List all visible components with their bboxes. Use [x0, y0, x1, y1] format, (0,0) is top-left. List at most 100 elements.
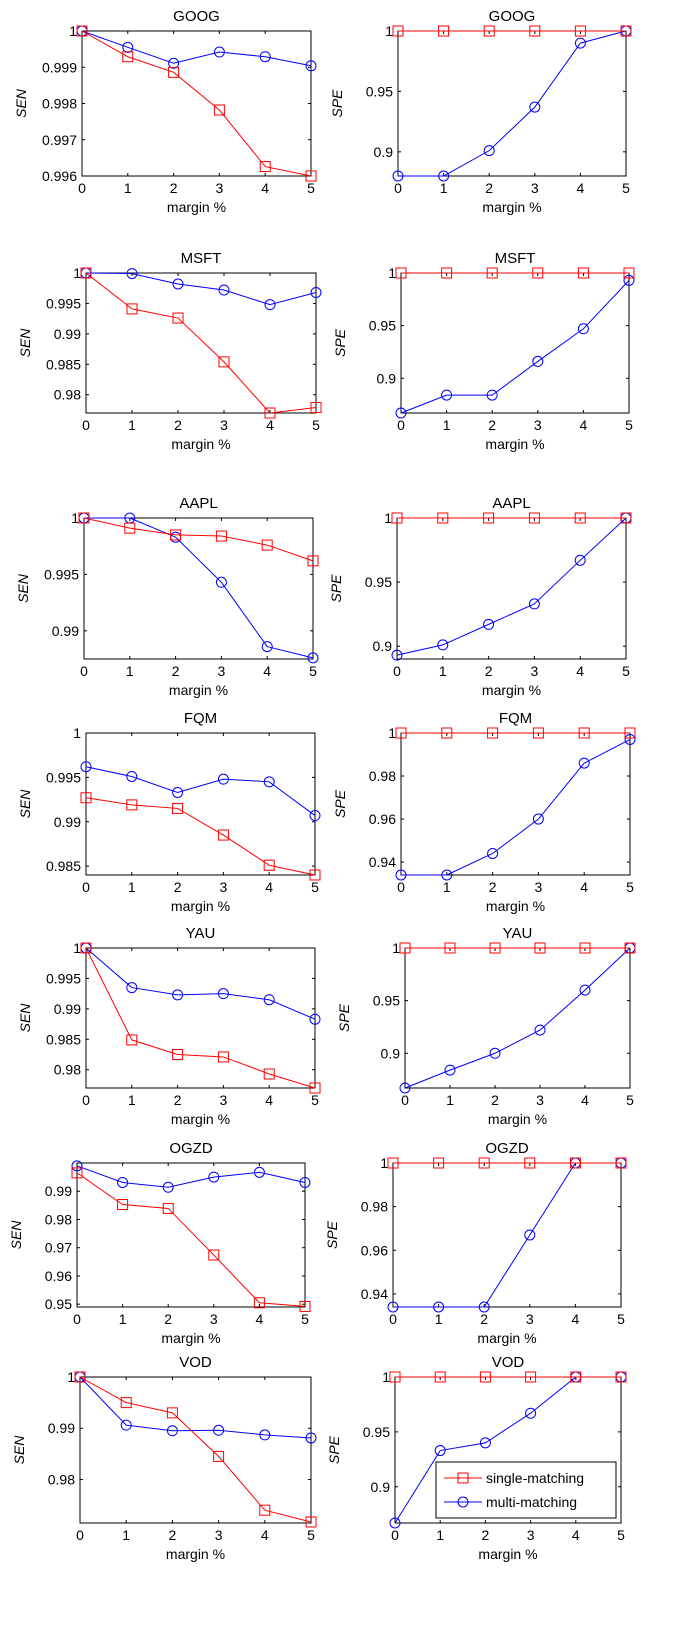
panel-aapl-spe: AAPL SPE margin % 0 1 2 3 4 5 0.9 0.95 1	[328, 495, 632, 698]
series-single-matching	[387, 1157, 627, 1169]
data-point-square	[126, 1034, 138, 1046]
x-tick-label: 3	[531, 180, 539, 196]
panel-title: YAU	[503, 925, 533, 942]
data-point-square	[217, 829, 229, 841]
data-point-circle	[218, 284, 230, 296]
x-tick-label: 4	[261, 180, 269, 196]
x-tick-label: 4	[263, 663, 271, 679]
y-tick-label: 0.999	[42, 59, 77, 75]
panel-vod-spe: VOD SPE margin % 0 1 2 3 4 5 0.9 0.95 1 single-match…	[326, 1354, 627, 1562]
x-tick-label: 3	[526, 1311, 534, 1327]
y-tick-label: 0.98	[54, 387, 81, 403]
data-point-circle	[441, 869, 453, 881]
data-point-square	[524, 1157, 536, 1169]
x-tick-label: 0	[393, 663, 401, 679]
y-axis-label: SEN	[13, 88, 29, 118]
series-line	[85, 947, 316, 1020]
data-point-square	[124, 522, 136, 534]
y-tick-label: 0.94	[369, 854, 396, 870]
data-point-square	[259, 1504, 271, 1516]
series-single-matching	[78, 512, 319, 567]
series-single-matching	[395, 267, 635, 279]
panel-title: YAU	[186, 925, 216, 942]
data-point-circle	[487, 847, 499, 859]
series-multi-matching	[395, 733, 636, 881]
x-tick-label: 4	[266, 417, 274, 433]
data-point-circle	[166, 1425, 178, 1437]
x-tick-label: 2	[488, 417, 496, 433]
x-tick-label: 1	[439, 663, 447, 679]
data-point-circle	[395, 407, 407, 419]
y-tick-label: 1	[69, 23, 77, 39]
y-tick-label: 1	[388, 265, 396, 281]
data-point-square	[217, 1051, 229, 1063]
data-point-square	[615, 1371, 627, 1383]
y-axis-label: SEN	[11, 1435, 27, 1465]
data-point-circle	[524, 1229, 536, 1241]
panel-title: FQM	[184, 710, 217, 727]
data-point-square	[623, 267, 635, 279]
axes-frame	[81, 30, 312, 177]
data-point-circle	[577, 323, 589, 335]
x-tick-label: 0	[76, 1527, 84, 1543]
panel-yau-spe: YAU SPE margin % 0 1 2 3 4 5 0.9 0.95 1	[336, 925, 636, 1127]
data-point-square	[126, 303, 138, 315]
data-point-square	[577, 267, 589, 279]
data-point-circle	[259, 1429, 271, 1441]
axes-frame	[400, 732, 631, 876]
data-point-square	[534, 942, 546, 954]
data-point-square	[215, 530, 227, 542]
data-point-circle	[483, 618, 495, 630]
data-point-square	[574, 512, 586, 524]
series-single-matching	[80, 942, 321, 1094]
axes-frame	[85, 732, 316, 876]
y-tick-label: 0.9	[374, 144, 394, 160]
panel-title: OGZD	[485, 1140, 528, 1157]
data-point-square	[263, 859, 275, 871]
y-tick-label: 0.95	[45, 1296, 72, 1312]
y-axis-label: SPE	[328, 574, 344, 603]
data-point-square	[172, 802, 184, 814]
data-point-square	[299, 1300, 311, 1312]
data-point-circle	[307, 652, 319, 664]
data-point-circle	[172, 278, 184, 290]
x-axis-label: margin %	[482, 199, 541, 215]
y-tick-label: 0.99	[54, 814, 81, 830]
x-tick-label: 3	[218, 663, 226, 679]
y-tick-label: 0.995	[46, 769, 81, 785]
y-tick-label: 0.99	[45, 1183, 72, 1199]
y-tick-label: 0.95	[369, 318, 396, 334]
y-tick-label: 0.95	[373, 993, 400, 1009]
data-point-square	[76, 25, 88, 37]
series-line	[398, 30, 627, 177]
data-point-circle	[208, 1171, 220, 1183]
data-point-circle	[126, 770, 138, 782]
y-tick-label: 0.95	[363, 1424, 390, 1440]
data-point-circle	[578, 757, 590, 769]
y-tick-label: 1	[73, 725, 81, 741]
data-point-circle	[387, 1301, 399, 1313]
series-single-matching	[74, 1371, 317, 1528]
data-point-circle	[391, 649, 403, 661]
panel-ogzd-sen: OGZD SEN margin % 0 1 2 3 4 5 0.95 0.96 0.97 0.98 0.9…	[8, 1140, 311, 1346]
y-tick-label: 0.998	[42, 96, 77, 112]
y-axis-label: SEN	[17, 1003, 33, 1033]
series-line	[396, 517, 627, 656]
data-point-square	[479, 1371, 491, 1383]
y-axis-label: SPE	[329, 89, 345, 118]
y-tick-label: 1	[380, 1155, 388, 1171]
data-point-circle	[434, 1445, 446, 1457]
data-point-square	[261, 539, 273, 551]
x-tick-label: 0	[82, 417, 90, 433]
panel-aapl-sen: AAPL SEN margin % 0 1 2 3 4 5 0.99 0.995 1	[15, 495, 319, 698]
data-point-circle	[310, 286, 322, 298]
series-line	[79, 1376, 312, 1523]
data-point-circle	[437, 639, 449, 651]
x-tick-label: 5	[311, 879, 319, 895]
panel-title: FQM	[499, 710, 532, 727]
x-tick-label: 5	[307, 1527, 315, 1543]
x-tick-label: 2	[172, 663, 180, 679]
x-axis-label: margin %	[169, 682, 228, 698]
x-tick-label: 1	[440, 180, 448, 196]
x-tick-label: 0	[73, 1311, 81, 1327]
